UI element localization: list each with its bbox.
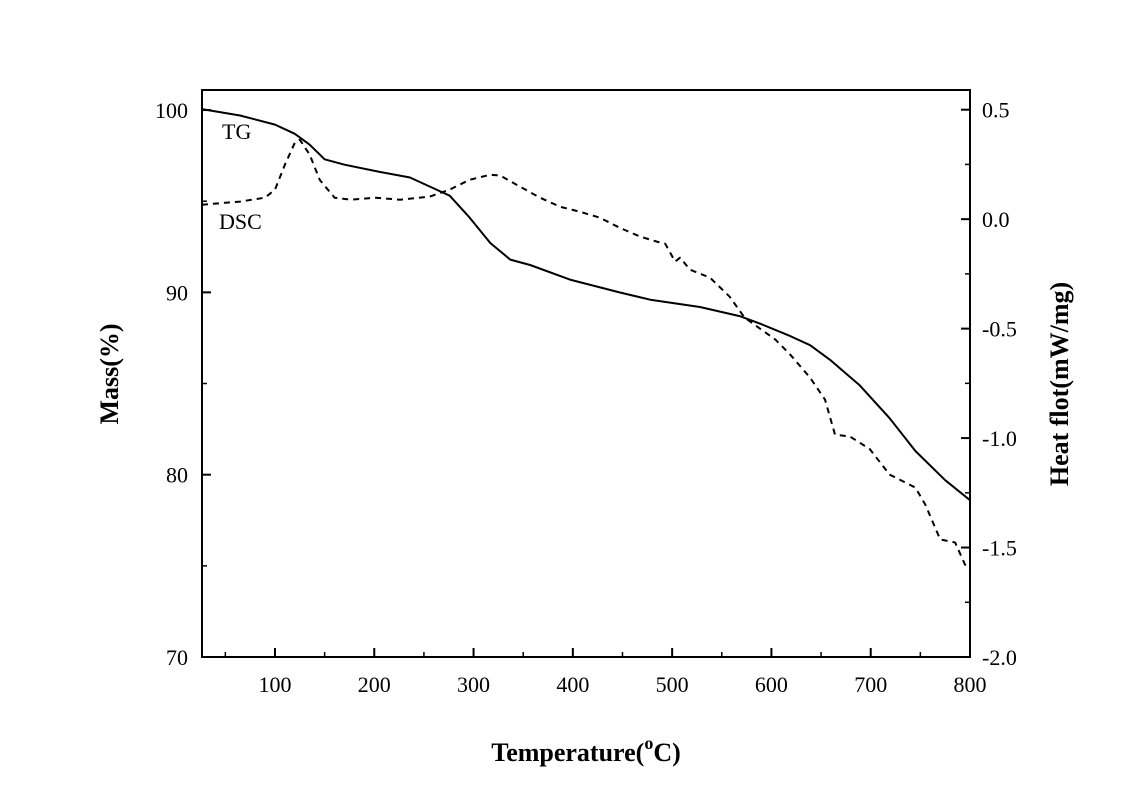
x-axis-label-unit: C) [653, 738, 680, 767]
annotation-dsc: DSC [219, 209, 262, 234]
series-line-tg [201, 108, 971, 501]
y-right-tick-label: -1.0 [982, 426, 1017, 451]
y-right-tick-label: -1.5 [982, 536, 1017, 561]
x-axis-label-text: Temperature( [491, 738, 644, 767]
y-right-tick-label: -2.0 [982, 645, 1017, 670]
series-line-dsc [201, 138, 971, 571]
annotation-tg: TG [222, 119, 251, 144]
x-axis-label: Temperature(oC) [491, 733, 681, 767]
y-left-tick-label: 70 [166, 645, 188, 670]
x-tick-label: 300 [457, 672, 490, 697]
x-axis-label-superscript: o [644, 733, 653, 753]
x-tick-label: 600 [755, 672, 788, 697]
y-axis-left-label: Mass(%) [95, 323, 124, 424]
y-right-tick-label: -0.5 [982, 317, 1017, 342]
y-right-tick-label: 0.5 [982, 98, 1010, 123]
y-right-tick-label: 0.0 [982, 207, 1010, 232]
y-axis-right-label: Heat flot(mW/mg) [1045, 282, 1074, 486]
plot-frame [201, 89, 971, 658]
y-left-tick-label: 100 [155, 98, 188, 123]
x-tick-label: 200 [358, 672, 391, 697]
x-tick-label: 500 [656, 672, 689, 697]
x-tick-label: 100 [258, 672, 291, 697]
x-tick-label: 700 [854, 672, 887, 697]
x-tick-label: 400 [556, 672, 589, 697]
x-tick-label: 800 [954, 672, 987, 697]
y-left-tick-label: 90 [166, 280, 188, 305]
y-left-tick-label: 80 [166, 463, 188, 488]
